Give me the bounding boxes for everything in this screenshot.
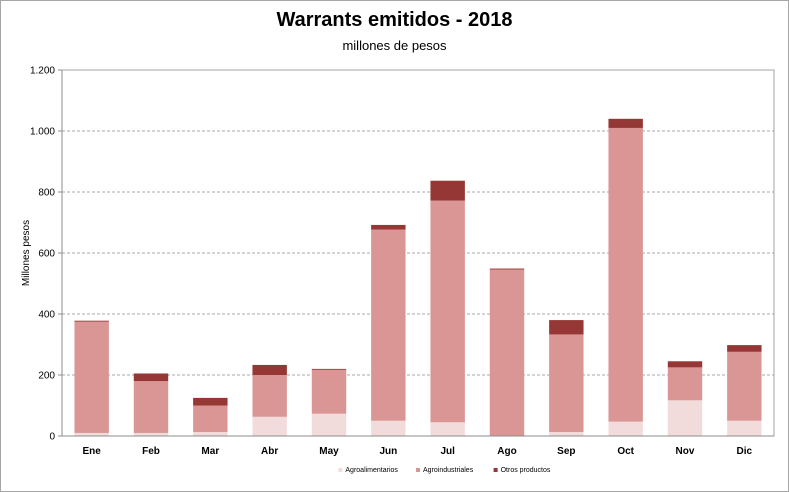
x-tick-label: May [319,446,339,457]
y-tick-label: 600 [38,249,55,260]
bar-jul-otros-productos [430,180,465,201]
bar-abr-otros-productos [252,364,287,375]
bar-jun-otros-productos [371,224,406,230]
bar-mar-agroindustriales [193,405,228,433]
bar-mar-agroalimentarios [193,432,228,436]
x-tick-label: Feb [142,446,160,457]
chart-subtitle: millones de pesos [342,38,447,53]
x-tick-label: Oct [617,446,634,457]
x-tick-label: Ene [82,446,101,457]
x-tick-label: Ago [497,446,516,457]
legend-swatch [493,468,498,472]
bar-jul-agroindustriales [430,200,465,423]
bar-nov-agroalimentarios [667,400,703,436]
bar-ene-agroindustriales [74,321,109,433]
bar-jun-agroalimentarios [371,420,406,436]
y-axis-label: Millones pesos [21,220,32,286]
x-tick-label: Sep [557,446,575,457]
bar-ene-otros-productos [74,320,109,322]
bar-feb-agroindustriales [133,381,169,433]
x-tick-label: Jul [440,446,455,457]
y-tick-label: 1.000 [30,127,55,138]
bar-sep-agroalimentarios [549,432,584,436]
bar-may-otros-productos [311,368,347,370]
bar-may-agroindustriales [311,369,347,414]
bar-nov-agroindustriales [667,367,703,401]
bar-mar-otros-productos [193,397,228,406]
bar-oct-agroindustriales [608,127,643,422]
x-tick-label: Nov [676,446,695,457]
x-tick-label: Dic [737,446,753,457]
legend-label: Otros productos [501,467,551,474]
x-tick-label: Mar [201,446,219,457]
bar-sep-otros-productos [549,320,584,335]
legend-swatch [338,468,343,472]
y-tick-label: 400 [38,310,55,321]
bar-nov-otros-productos [667,361,703,368]
bar-abr-agroalimentarios [252,416,287,436]
legend-label: Agroalimentarios [345,467,398,474]
bar-may-agroalimentarios [311,413,347,436]
bar-oct-agroalimentarios [608,421,643,436]
chart-title: Warrants emitidos - 2018 [276,9,513,31]
bar-feb-agroalimentarios [133,432,169,436]
legend-swatch [416,468,420,472]
bar-jul-agroalimentarios [430,422,465,436]
bar-sep-agroindustriales [549,334,584,433]
bar-ago-agroindustriales [489,269,525,436]
bar-dic-agroalimentarios [727,420,762,436]
y-tick-label: 1.200 [30,66,55,77]
bar-dic-agroindustriales [727,351,762,421]
bar-abr-agroindustriales [252,375,287,417]
x-tick-label: Abr [261,446,278,457]
bar-ene-agroalimentarios [74,432,109,436]
bar-dic-otros-productos [727,345,762,352]
y-tick-label: 0 [49,432,55,443]
bar-jun-agroindustriales [371,229,406,421]
bar-feb-otros-productos [133,373,169,382]
legend-label: Agroindustriales [423,467,474,474]
y-tick-label: 800 [38,188,55,199]
bar-oct-otros-productos [608,118,643,128]
bar-ago-otros-productos [489,268,525,270]
y-tick-label: 200 [38,371,55,382]
x-tick-label: Jun [379,446,397,457]
